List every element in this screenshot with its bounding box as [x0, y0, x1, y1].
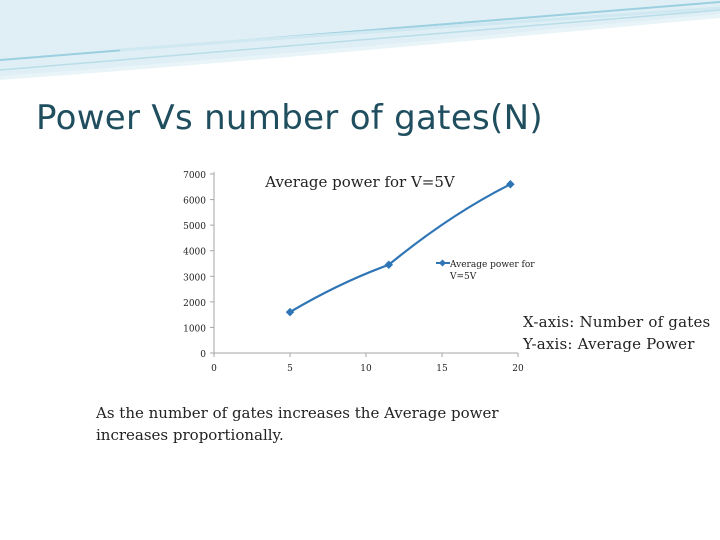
y-tick-label: 4000	[183, 248, 206, 258]
data-point	[384, 260, 394, 270]
legend-label: Average power for	[449, 260, 535, 270]
line-chart: 0 1000 2000 3000 4000 5000 6000 7000 0 5 10 15 20 A…	[183, 171, 535, 374]
y-tick-label: 5000	[183, 222, 206, 232]
axis-note: X-axis: Number of gates Y-axis: Average …	[523, 311, 713, 355]
x-tick-label: 15	[436, 364, 448, 374]
y-axis-note: Y-axis: Average Power	[523, 335, 695, 353]
legend: Average power for V=5V	[436, 259, 535, 282]
y-tick-label: 3000	[183, 273, 206, 283]
header-decoration	[0, 0, 720, 80]
x-tick-label: 0	[211, 364, 217, 374]
y-tick-label: 6000	[183, 197, 206, 207]
y-tick-label: 0	[200, 350, 206, 360]
x-tick-label: 20	[512, 364, 524, 374]
x-axis-note: X-axis: Number of gates	[523, 313, 711, 331]
x-axis: 0 5 10 15 20	[211, 352, 524, 374]
series-group	[285, 179, 515, 317]
legend-label-line2: V=5V	[449, 272, 477, 282]
conclusion-text: As the number of gates increases the Ave…	[96, 404, 499, 444]
slide-title: Power Vs number of gates(N)	[36, 98, 543, 138]
x-tick-label: 10	[360, 364, 372, 374]
y-tick-label: 1000	[183, 324, 206, 334]
x-tick-label: 5	[287, 364, 293, 374]
data-point	[506, 179, 515, 189]
data-point	[285, 307, 295, 317]
legend-marker	[438, 259, 447, 267]
y-tick-label: 2000	[183, 299, 206, 309]
y-tick-label: 7000	[183, 171, 206, 181]
y-axis: 0 1000 2000 3000 4000 5000 6000 7000	[183, 171, 215, 360]
series-line	[289, 183, 511, 314]
chart-title: Average power for V=5V	[264, 173, 456, 191]
